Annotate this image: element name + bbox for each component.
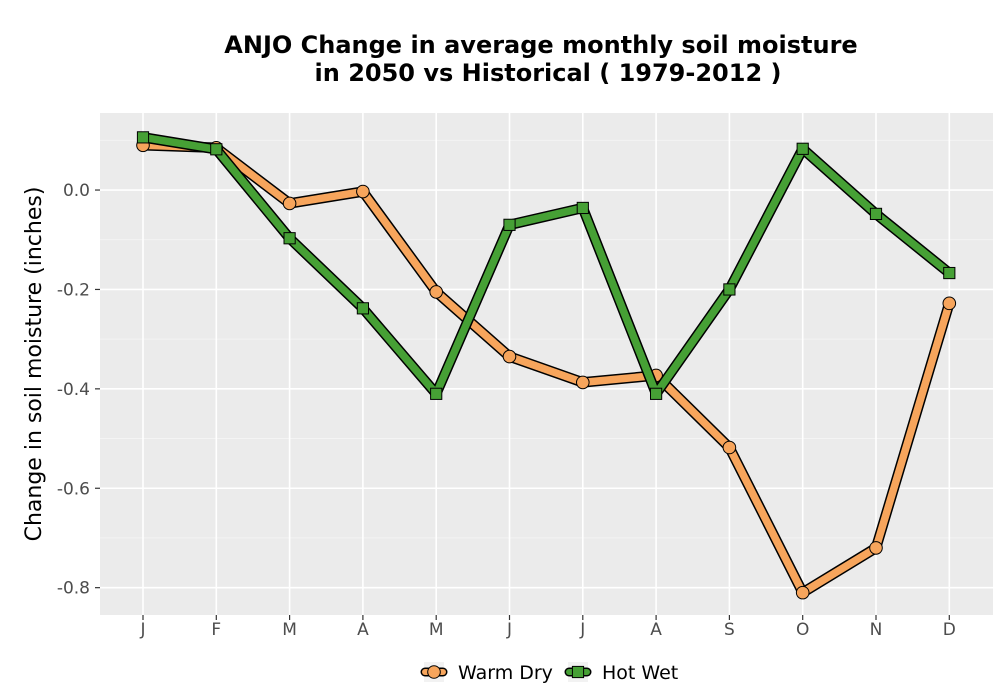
y-tick-label: -0.8 xyxy=(57,579,90,599)
chart-title-line2: in 2050 vs Historical ( 1979-2012 ) xyxy=(315,59,782,87)
x-tick-label: O xyxy=(796,620,809,640)
series-1-point xyxy=(943,266,956,280)
x-tick-label: J xyxy=(139,620,145,640)
x-tick-label: M xyxy=(282,620,297,640)
series-1-point xyxy=(723,283,736,296)
legend: Warm Dry Hot Wet xyxy=(420,662,678,684)
series-0-line xyxy=(139,141,954,597)
x-tick-label: N xyxy=(870,620,883,640)
x-tick-label: J xyxy=(506,620,512,640)
series-0-point xyxy=(795,585,810,600)
x-tick-label: A xyxy=(357,620,369,640)
series-layer xyxy=(136,131,957,600)
series-1-point xyxy=(503,218,516,231)
x-tick-label: D xyxy=(943,620,956,640)
series-1-point xyxy=(796,142,809,155)
series-1-point xyxy=(576,201,589,215)
x-tick-label: F xyxy=(211,620,221,640)
x-tick-label: A xyxy=(650,620,662,640)
series-0-point xyxy=(576,375,590,390)
series-1-point xyxy=(650,387,663,400)
legend-key-marker xyxy=(427,665,441,679)
series-0-point xyxy=(356,184,370,199)
plot-panel xyxy=(100,113,993,615)
series-0-point xyxy=(502,349,517,364)
series-0-point xyxy=(942,296,957,311)
y-tick-label: -0.2 xyxy=(57,280,90,300)
y-axis-ticks: 0.0 -0.2 -0.4 -0.6 -0.8 xyxy=(57,181,100,599)
grid-minor xyxy=(100,139,993,539)
series-1-point xyxy=(136,131,150,144)
series-0-point xyxy=(429,285,444,299)
legend-label: Hot Wet xyxy=(602,662,678,684)
legend-label: Warm Dry xyxy=(458,662,553,684)
series-0-point xyxy=(869,541,883,555)
y-axis-label: Change in soil moisture (inches) xyxy=(22,187,47,542)
legend-key-marker xyxy=(571,665,585,679)
series-1-point xyxy=(210,143,223,156)
chart-title-line1: ANJO Change in average monthly soil mois… xyxy=(224,31,857,59)
x-tick-label: S xyxy=(724,620,735,640)
y-tick-label: 0.0 xyxy=(63,181,90,201)
series-1-point xyxy=(430,387,443,400)
series-1-point xyxy=(283,232,296,245)
series-1-point xyxy=(356,302,369,315)
y-tick-label: -0.6 xyxy=(57,479,90,499)
series-0-point xyxy=(282,196,297,211)
y-tick-label: -0.4 xyxy=(57,380,90,400)
series-1-line xyxy=(139,133,954,398)
series-1-point xyxy=(869,207,883,220)
x-tick-label: J xyxy=(579,620,585,640)
x-tick-label: M xyxy=(429,620,444,640)
series-0-point xyxy=(722,440,737,455)
